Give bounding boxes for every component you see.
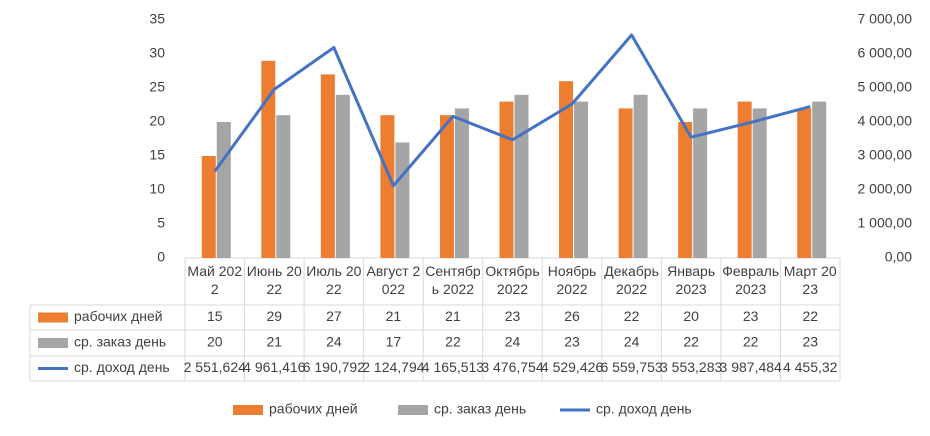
y-tick-label: 30: [149, 45, 165, 61]
category-label: Декабрь 2022: [604, 263, 659, 297]
category-label: Январь 2023: [667, 263, 716, 297]
bar: [812, 101, 827, 258]
bar: [737, 101, 752, 258]
table-row-header: ср. заказ день: [74, 334, 166, 350]
table-row-header: рабочих дней: [74, 308, 163, 324]
table-legend-key: [38, 338, 68, 348]
bar: [618, 108, 633, 259]
bar: [499, 101, 514, 258]
bar: [335, 94, 350, 258]
table-value: 20: [683, 308, 699, 324]
bar: [454, 108, 469, 259]
bar: [574, 101, 589, 258]
table-value: 3 476,754: [481, 359, 543, 375]
y-tick-label: 15: [149, 147, 165, 163]
y2-tick-label: 1 000,00: [858, 215, 913, 231]
bar: [395, 142, 410, 258]
y2-tick-label: 0,00: [885, 249, 912, 265]
table-value: 20: [207, 334, 223, 350]
table-value: 3 987,484: [720, 359, 782, 375]
table-value: 22: [743, 334, 759, 350]
table-value: 23: [564, 334, 580, 350]
bar: [514, 94, 529, 258]
table-value: 29: [267, 308, 283, 324]
category-label: Ноябрь 2022: [547, 263, 597, 297]
category-label: Август 2022: [366, 263, 421, 297]
table-value: 2 124,794: [362, 359, 424, 375]
y-tick-label: 25: [149, 79, 165, 95]
table-value: 21: [445, 308, 461, 324]
table-legend-key: [38, 312, 68, 323]
y-tick-label: 10: [149, 181, 165, 197]
table-value: 17: [386, 334, 402, 350]
table-value: 3 553,283: [660, 359, 722, 375]
table-value: 4 529,426: [541, 359, 603, 375]
bar: [693, 108, 708, 259]
legend-label: ср. заказ день: [434, 401, 526, 417]
y2-tick-label: 7 000,00: [858, 11, 913, 27]
table-value: 21: [386, 308, 402, 324]
table-value: 24: [624, 334, 640, 350]
table-value: 24: [505, 334, 521, 350]
bar: [678, 122, 693, 258]
bar: [320, 74, 335, 259]
y2-tick-label: 6 000,00: [858, 45, 913, 61]
table-value: 4 455,32: [783, 359, 838, 375]
bar: [380, 115, 395, 258]
table-value: 26: [564, 308, 580, 324]
table-value: 23: [802, 334, 818, 350]
bar: [261, 60, 276, 258]
table-value: 22: [683, 334, 699, 350]
table-value: 21: [267, 334, 283, 350]
category-label: Май 2022: [187, 263, 243, 297]
category-label: Март 2023: [783, 263, 837, 297]
bar: [559, 81, 574, 258]
table-value: 2 551,624: [184, 359, 246, 375]
bar: [633, 94, 648, 258]
table-value: 15: [207, 308, 223, 324]
table-value: 22: [624, 308, 640, 324]
table-value: 23: [743, 308, 759, 324]
y-tick-label: 20: [149, 113, 165, 129]
y2-tick-label: 3 000,00: [858, 147, 913, 163]
bar: [201, 156, 216, 258]
bar: [797, 108, 812, 259]
table-value: 27: [326, 308, 342, 324]
bar: [439, 115, 454, 258]
category-label: Июнь 2022: [246, 263, 302, 297]
y-tick-label: 5: [157, 215, 165, 231]
legend-label: рабочих дней: [269, 401, 358, 417]
legend-key: [233, 405, 263, 415]
y2-tick-label: 4 000,00: [858, 113, 913, 129]
table-value: 24: [326, 334, 342, 350]
table-value: 22: [445, 334, 461, 350]
table-value: 22: [802, 308, 818, 324]
category-label: Октябрь 2022: [485, 263, 540, 297]
table-value: 6 559,753: [600, 359, 662, 375]
line: [213, 33, 811, 188]
category-label: Февраль 2023: [722, 263, 780, 297]
bar: [276, 115, 291, 258]
legend-key: [398, 405, 428, 415]
bar: [752, 108, 767, 259]
y2-tick-label: 5 000,00: [858, 79, 913, 95]
y-tick-label: 0: [157, 249, 165, 265]
category-label: Сентябрь 2022: [425, 263, 481, 297]
bar: [216, 122, 231, 258]
table-value: 6 190,792: [303, 359, 365, 375]
category-label: Июль 2022: [306, 263, 362, 297]
table-value: 23: [505, 308, 521, 324]
table-value: 4 961,416: [243, 359, 305, 375]
table-value: 4 165,513: [422, 359, 484, 375]
y2-tick-label: 2 000,00: [858, 181, 913, 197]
table-row-header: ср. доход день: [74, 359, 170, 375]
y-tick-label: 35: [149, 11, 165, 27]
legend-label: ср. доход день: [596, 401, 692, 417]
